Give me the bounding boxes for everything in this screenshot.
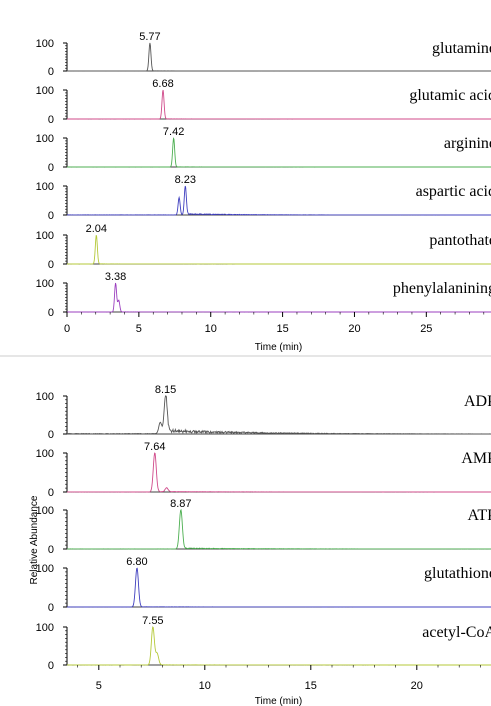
compound-label-glutamine: glutamine [432, 40, 491, 57]
y-tick-label-phenylalanining-100: 100 [36, 278, 54, 290]
peak-label-glutamic-acid: 6.68 [152, 78, 173, 90]
x-tick-label-1-10: 10 [199, 680, 211, 692]
y-tick-label-amp-100: 100 [36, 448, 54, 460]
y-tick-label-glutamic-acid-100: 100 [36, 85, 54, 97]
x-tick-label-0-0: 0 [64, 323, 70, 335]
y-tick-label-atp-100: 100 [36, 505, 54, 517]
x-axis-title-0: Time (min) [255, 342, 302, 353]
compound-label-glutamic-acid: glutamic acid [409, 87, 491, 104]
trace-acetyl-coa [66, 626, 491, 666]
peak-label-atp: 8.87 [170, 498, 191, 510]
y-tick-label-glutamic-acid-0: 0 [48, 114, 54, 126]
y-tick-label-aspartic-acid-100: 100 [36, 181, 54, 193]
y-tick-label-pantothate-0: 0 [48, 259, 54, 271]
peak-label-acetyl-coa: 7.55 [142, 615, 163, 627]
y-tick-label-acetyl-coa-100: 100 [36, 622, 54, 634]
y-tick-label-glutamine-100: 100 [36, 38, 54, 50]
peak-label-glutamine: 5.77 [139, 31, 160, 43]
x-tick-label-0-15: 15 [276, 323, 288, 335]
compound-label-atp: ATP [468, 507, 491, 524]
y-tick-label-pantothate-100: 100 [36, 230, 54, 242]
bottom-chromatogram-panel: 01008.15ADP01007.64AMP01008.87ATP01006.8… [29, 384, 491, 706]
peak-label-arginine: 7.42 [163, 126, 184, 138]
compound-label-phenylalanining: phenylalanining [393, 280, 491, 297]
x-tick-label-1-20: 20 [411, 680, 423, 692]
compound-label-adp: ADP [464, 393, 491, 410]
trace-aspartic-acid [66, 185, 491, 216]
y-tick-label-phenylalanining-0: 0 [48, 307, 54, 319]
peak-label-adp: 8.15 [155, 384, 176, 396]
x-tick-label-0-25: 25 [420, 323, 432, 335]
compound-label-pantothate: pantothate [429, 232, 491, 249]
y-tick-label-arginine-100: 100 [36, 133, 54, 145]
y-axis-title-1: Relative Abundance [29, 495, 40, 584]
y-tick-label-glutathione-0: 0 [48, 602, 54, 614]
peak-label-aspartic-acid: 8.23 [175, 174, 196, 186]
trace-atp [66, 508, 491, 550]
x-tick-label-0-5: 5 [136, 323, 142, 335]
trace-glutathione [66, 567, 491, 608]
peak-label-pantothate: 2.04 [86, 223, 107, 235]
y-tick-label-arginine-0: 0 [48, 162, 54, 174]
y-tick-label-adp-0: 0 [48, 429, 54, 441]
y-tick-label-amp-0: 0 [48, 487, 54, 499]
compound-label-arginine: arginine [444, 135, 491, 152]
y-tick-label-acetyl-coa-0: 0 [48, 660, 54, 672]
y-tick-label-glutathione-100: 100 [36, 563, 54, 575]
y-tick-label-aspartic-acid-0: 0 [48, 210, 54, 222]
trace-arginine [66, 137, 491, 168]
trace-pantothate [66, 235, 491, 265]
peak-label-glutathione: 6.80 [126, 556, 147, 568]
trace-adp [66, 395, 491, 435]
compound-label-acetyl-coa: acetyl-CoA [422, 624, 491, 641]
peak-label-amp: 7.64 [144, 441, 165, 453]
x-axis-title-1: Time (min) [255, 696, 302, 706]
y-tick-label-glutamine-0: 0 [48, 66, 54, 78]
peak-label-phenylalanining: 3.38 [105, 271, 126, 283]
y-tick-label-atp-0: 0 [48, 544, 54, 556]
y-tick-label-adp-100: 100 [36, 391, 54, 403]
x-tick-label-0-10: 10 [205, 323, 217, 335]
trace-glutamine [66, 42, 491, 72]
trace-phenylalanining [66, 282, 491, 313]
x-tick-label-1-15: 15 [305, 680, 317, 692]
trace-glutamic-acid [66, 89, 491, 120]
compound-label-glutathione: glutathione [424, 565, 491, 582]
trace-amp [66, 452, 491, 493]
x-tick-label-0-20: 20 [348, 323, 360, 335]
compound-label-amp: AMP [461, 450, 491, 467]
x-tick-label-1-5: 5 [96, 680, 102, 692]
compound-label-aspartic-acid: aspartic acid [416, 183, 491, 200]
